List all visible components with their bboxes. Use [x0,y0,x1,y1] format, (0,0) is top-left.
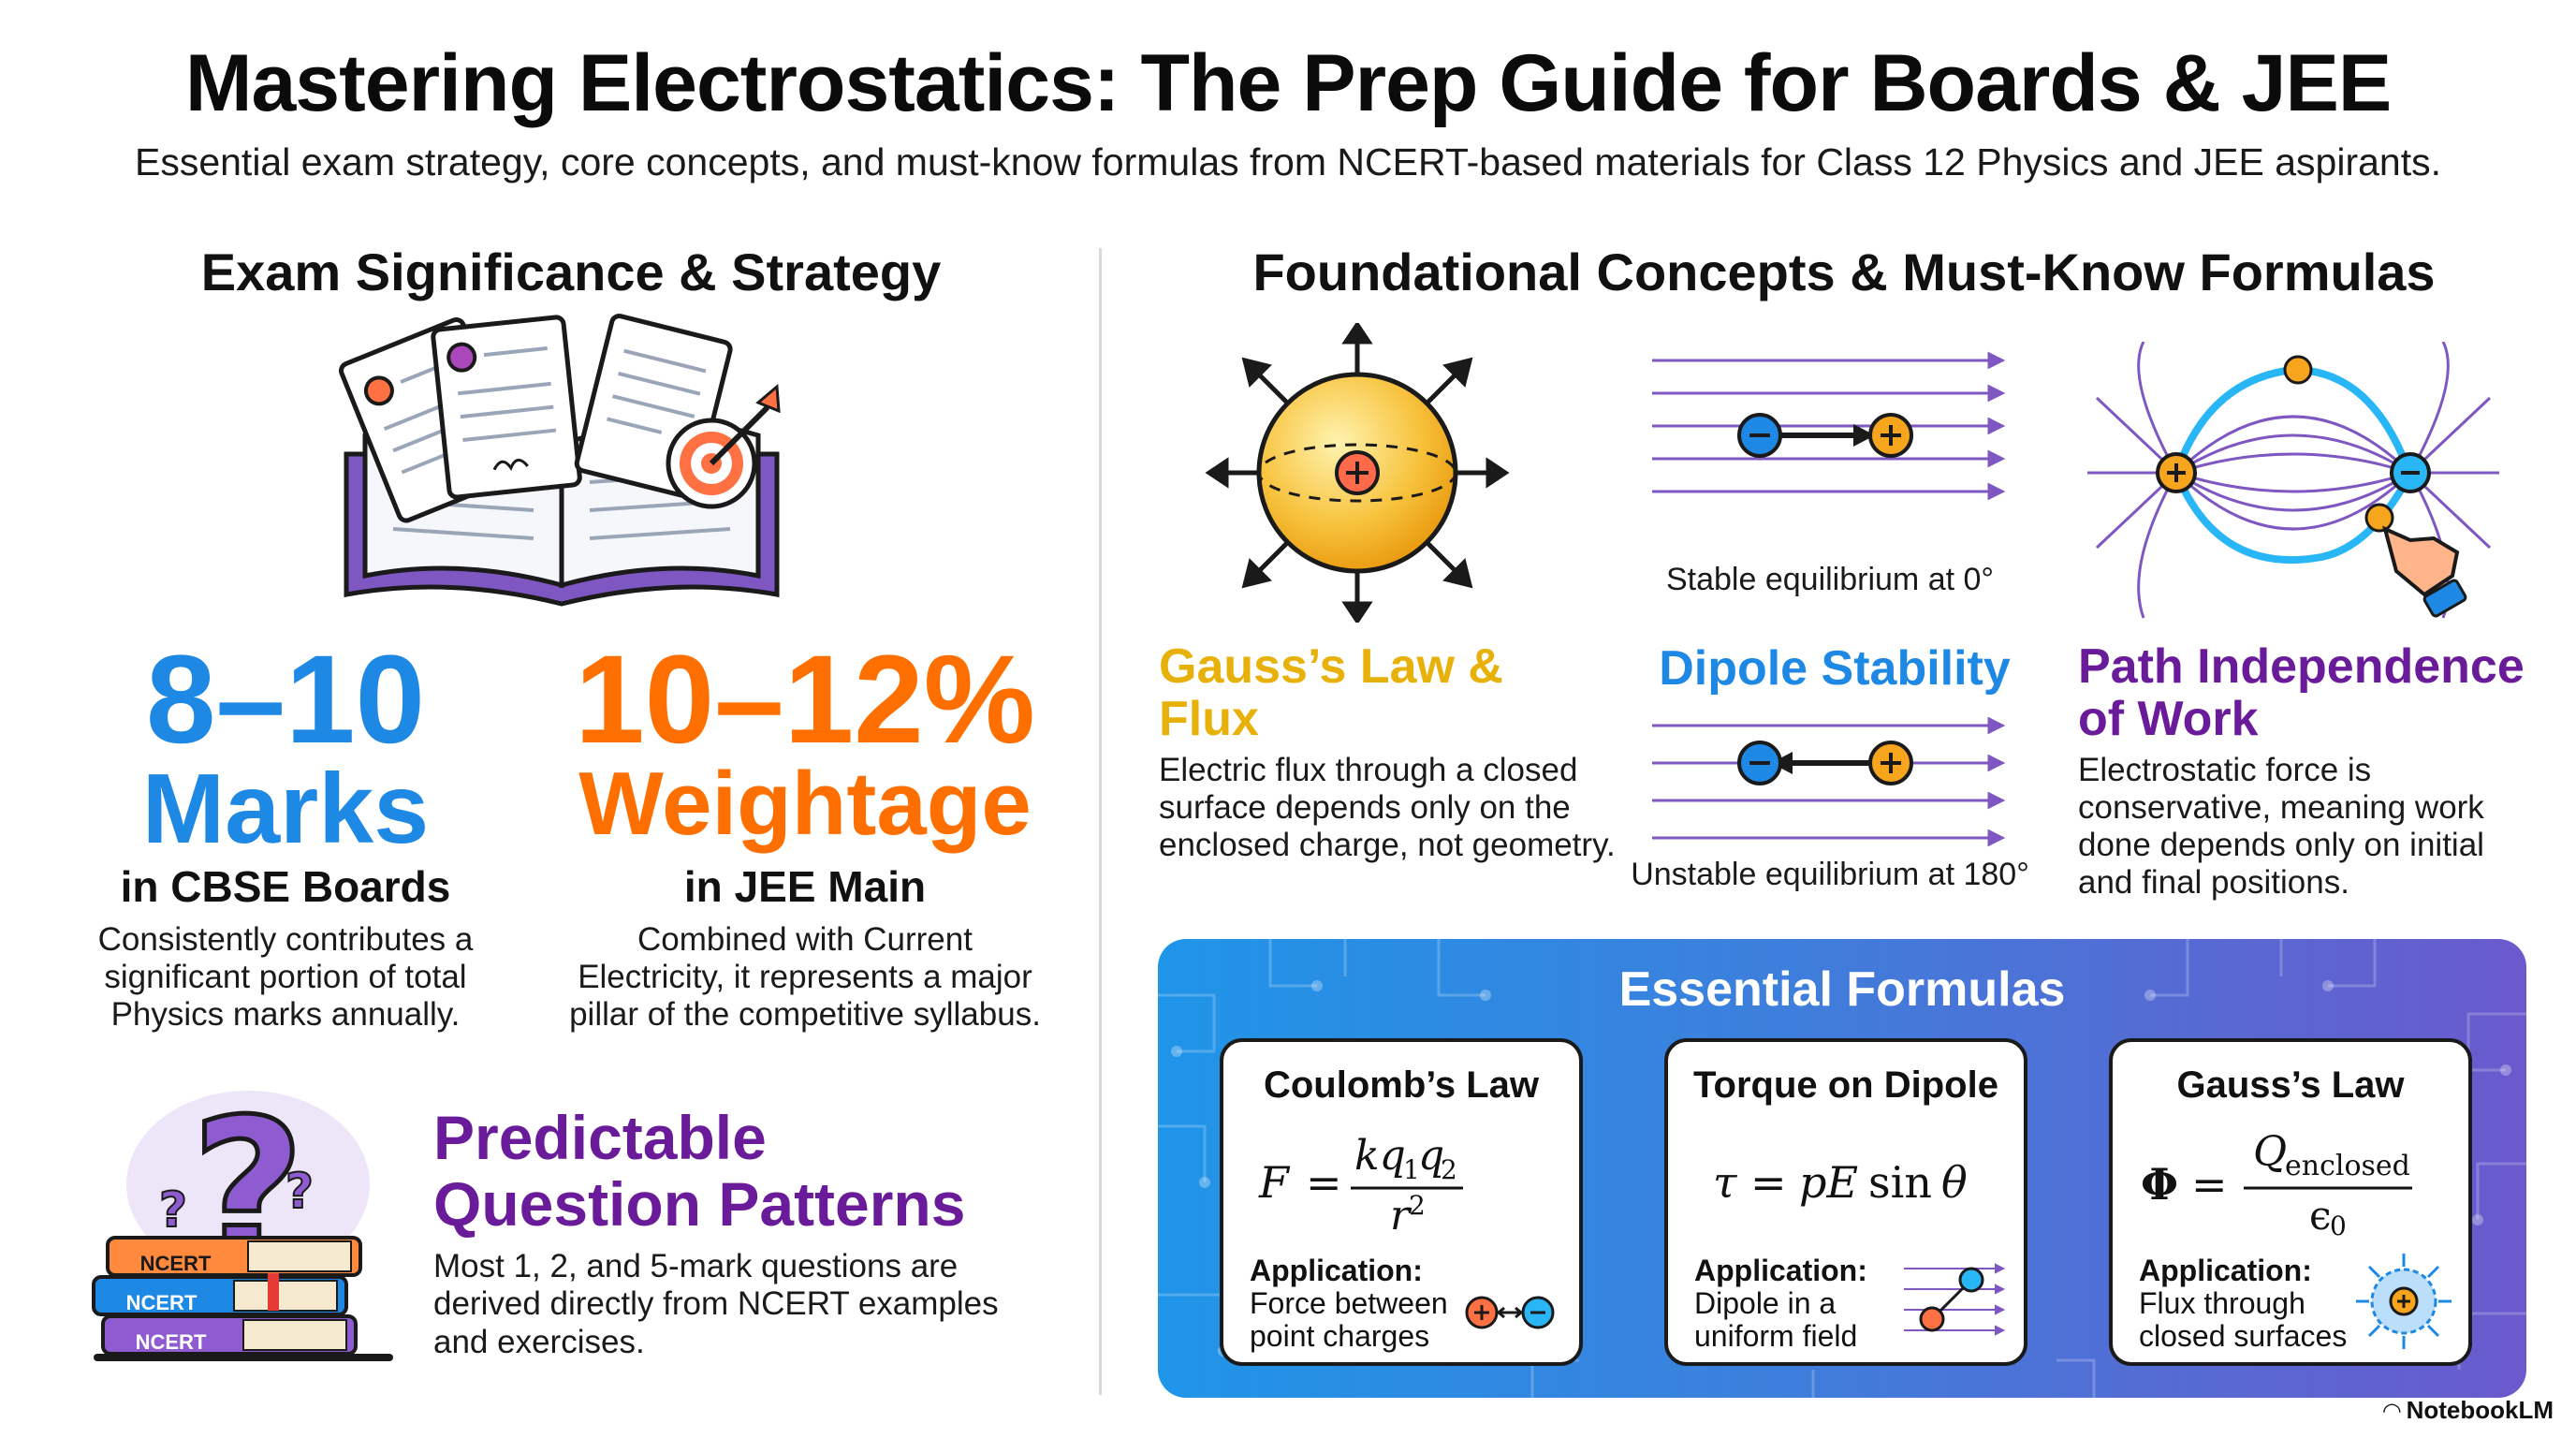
dipole-field-icon [1904,1263,2006,1336]
svg-text:ϵ: ϵ [2309,1193,2332,1237]
stat-marks-unit: Marks [141,754,430,864]
svg-text:?: ? [285,1164,314,1220]
book-label-3: NCERT [135,1330,207,1354]
right-section-heading: Foundational Concepts & Must-Know Formul… [1252,242,2436,301]
svg-text:pE: pE [1799,1157,1858,1208]
application-text: Flux through closed surfaces [2139,1286,2348,1354]
application-label: Application: [1250,1254,1423,1287]
svg-text:=: = [2191,1159,2228,1210]
stat-weightage-unit: Weightage [578,754,1032,854]
dipole-stable-caption: Stable equilibrium at 0° [1665,562,1994,597]
stat-marks-desc: Consistently contributes a significant po… [97,921,474,1033]
application-label: Application: [1694,1254,1867,1287]
svg-text:2: 2 [1441,1154,1457,1185]
stat-marks-context: in CBSE Boards [120,862,451,911]
svg-text:θ: θ [1941,1157,1968,1208]
circuit-pattern [1158,939,2526,1398]
brand-footer: ◠ NotebookLM [2383,1396,2554,1425]
formula-card-title: Torque on Dipole [1693,1064,1998,1106]
dipole-unstable-caption: Unstable equilibrium at 180° [1631,857,2029,892]
svg-text:sin: sin [1868,1157,1932,1208]
svg-text:?: ? [159,1182,187,1239]
path-desc: Electrostatic force is conservative, mean… [2078,752,2484,901]
page-title: Mastering Electrostatics: The Prep Guide… [184,38,2392,128]
stat-marks-number: 8–10 [145,630,426,770]
gauss-sphere-icon [1205,323,1510,623]
page-subtitle: Essential exam strategy, core concepts, … [134,140,2442,183]
brand-name: NotebookLM [2406,1396,2554,1424]
path-title: Path Independence of Work [2078,639,2525,747]
svg-text:0: 0 [2330,1211,2347,1237]
formula-card-coulomb: Coulomb’s Law F = kq 1 q 2 r 2 Applicati… [1220,1038,1583,1366]
svg-text:r: r [1390,1192,1412,1237]
svg-text:2: 2 [1409,1190,1426,1221]
application-text: Force between point charges [1250,1286,1448,1354]
formula-panel: Essential Formulas Coulomb’s Law F = kq … [1158,939,2526,1398]
formulas-heading: Essential Formulas [1618,962,2066,1017]
svg-text:1: 1 [1403,1154,1420,1185]
application-label: Application: [2139,1254,2312,1287]
path-independence-icon [2087,342,2499,619]
book-stack [92,1236,362,1356]
formula-card-title: Coulomb’s Law [1263,1064,1540,1106]
dipole-unstable-icon [1652,716,2006,847]
svg-text:enclosed: enclosed [2285,1150,2410,1182]
svg-text:Φ: Φ [2141,1159,2178,1210]
formula-card-gauss: Gauss’s Law Φ = Q enclosed ϵ 0 Applicati… [2109,1038,2472,1366]
coulomb-formula: F = kq 1 q 2 r 2 [1258,1132,1463,1237]
formula-card-torque: Torque on Dipole τ = pE sin θ Applicatio… [1664,1038,2027,1366]
svg-text:=: = [1306,1157,1342,1208]
gauss-formula: Φ = Q enclosed ϵ 0 [2141,1128,2412,1237]
torque-formula: τ = pE sin θ [1713,1157,1968,1208]
svg-text:q: q [1418,1132,1444,1180]
svg-text:F: F [1258,1157,1291,1208]
application-text: Dipole in a uniform field [1694,1286,1858,1354]
stat-weightage-desc: Combined with Current Electricity, it rep… [569,921,1041,1033]
closed-surface-icon [2356,1254,2452,1349]
gauss-desc: Electric flux through a closed surface de… [1159,752,1616,863]
open-book-icon [339,314,781,607]
question-books-icon: ? ? ? [92,1086,393,1361]
stat-weightage-number: 10–12% [575,630,1035,770]
patterns-title: Predictable Question Patterns [433,1103,966,1240]
svg-text:=: = [1750,1157,1787,1208]
point-charges-icon [1465,1296,1555,1329]
dipole-title: Dipole Stability [1659,641,2011,696]
book-label-2: NCERT [125,1291,198,1314]
column-divider [1099,248,1102,1395]
svg-text:τ: τ [1713,1157,1738,1208]
gauss-title: Gauss’s Law & Flux [1159,639,1503,747]
stat-weightage-context: in JEE Main [683,862,927,911]
svg-text:Q: Q [2253,1128,2287,1176]
notebooklm-logo-icon: ◠ [2383,1399,2401,1424]
left-section-heading: Exam Significance & Strategy [200,242,942,301]
formula-card-title: Gauss’s Law [2176,1064,2405,1106]
book-label-1: NCERT [139,1252,212,1275]
svg-text:kq: kq [1354,1132,1406,1180]
dipole-stable-icon [1652,351,2006,501]
patterns-desc: Most 1, 2, and 5-mark questions are deriv… [433,1248,999,1360]
